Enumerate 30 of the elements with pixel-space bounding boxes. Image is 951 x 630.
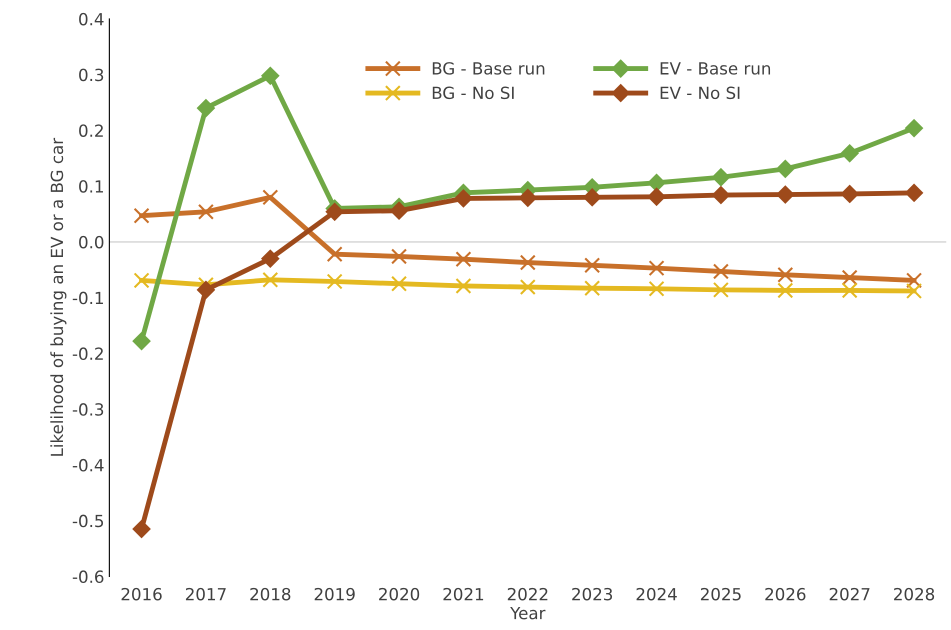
y-tick-label: -0.3 [72,403,104,416]
x-tick-label: 2021 [443,588,484,600]
y-tick-label: 0.1 [79,180,103,193]
y-tick-label: 0.4 [79,12,104,26]
legend-label: EV - Base run [660,62,770,75]
x-tick-label: 2020 [379,588,420,600]
y-tick-label: -0.5 [72,514,104,528]
x-tick-label: 2024 [636,588,677,600]
x-axis-title: Year [510,606,546,620]
x-tick-label: 2026 [765,588,806,600]
x-tick-label: 2028 [894,588,934,600]
x-tick-label: 2025 [700,588,741,600]
y-tick-label: -0.6 [72,570,104,584]
y-tick-label: -0.2 [72,347,103,360]
y-axis-title: Likelihood of buying an EV or a BG car [50,138,66,456]
legend-label: BG - Base run [432,62,544,75]
y-tick-label: -0.1 [72,292,103,304]
x-tick-label: 2019 [314,588,355,600]
x-tick-label: 2022 [508,588,548,600]
y-tick-label: 0.0 [79,236,104,248]
legend-label: BG - No SI [432,86,514,100]
legend-label: EV - No SI [660,86,740,100]
x-tick-label: 2027 [830,588,870,600]
y-tick-label: 0.2 [79,124,103,137]
y-tick-label: 0.3 [79,68,104,82]
x-tick-label: 2017 [186,588,226,600]
x-tick-label: 2018 [250,588,290,600]
x-tick-label: 2023 [572,588,612,600]
x-tick-label: 2016 [122,588,162,600]
y-tick-label: -0.4 [72,458,104,472]
